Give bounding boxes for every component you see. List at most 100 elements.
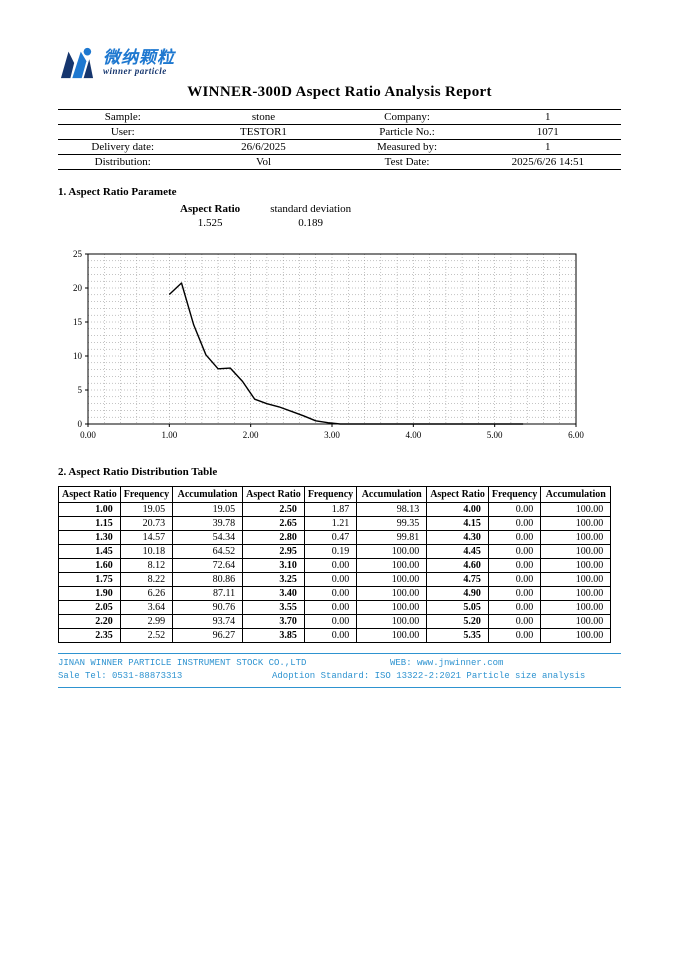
section1-heading: 1. Aspect Ratio Paramete — [58, 186, 177, 198]
svg-text:3.00: 3.00 — [324, 430, 340, 440]
info-label: User: — [58, 124, 188, 140]
table-cell: 4.90 — [426, 586, 489, 601]
svg-text:5.00: 5.00 — [487, 430, 503, 440]
table-cell: 0.00 — [487, 572, 542, 587]
table-cell: 100.00 — [540, 586, 612, 601]
table-row: 1.45 10.18 64.52 2.95 0.19 100.00 4.45 0.00 100.… — [58, 544, 612, 559]
table-cell: 3.25 — [242, 572, 305, 587]
table-cell: 100.00 — [540, 572, 612, 587]
table-cell: 98.13 — [356, 502, 428, 517]
table-cell: 0.00 — [487, 516, 542, 531]
table-cell: 72.64 — [172, 558, 244, 573]
chart-area: 0 5 10 15 20 25 0.00 1.00 2.00 3.00 4.00 5.00 6.00 — [58, 249, 621, 450]
table-cell: 100.00 — [540, 614, 612, 629]
info-label: Particle No.: — [339, 124, 475, 140]
table-row: 1.00 19.05 19.05 2.50 1.87 98.13 4.00 0.00 100.0… — [58, 502, 612, 517]
table-cell: 0.00 — [487, 558, 542, 573]
table-cell: 3.40 — [242, 586, 305, 601]
table-cell: 19.05 — [119, 502, 174, 517]
table-cell: 2.99 — [119, 614, 174, 629]
table-cell: 3.85 — [242, 628, 305, 643]
table-cell: 64.52 — [172, 544, 244, 559]
column-header: Accumulation — [540, 486, 612, 503]
table-row: 1.90 6.26 87.11 3.40 0.00 100.00 4.90 0.00 100.0… — [58, 586, 612, 601]
info-value: 1 — [474, 109, 621, 125]
footer-web: WEB: www.jnwinner.com — [390, 658, 504, 668]
table-cell: 2.80 — [242, 530, 305, 545]
column-header: Frequency — [487, 486, 542, 503]
info-value: TESTOR1 — [187, 124, 340, 140]
table-cell: 1.60 — [58, 558, 121, 573]
table-cell: 0.00 — [303, 614, 358, 629]
info-label: Measured by: — [339, 139, 475, 155]
column-header: Frequency — [303, 486, 358, 503]
table-cell: 100.00 — [540, 600, 612, 615]
info-table: Sample: stone Company: 1 User: TESTOR1 Particl… — [58, 109, 621, 170]
std-deviation-param: standard deviation 0.189 — [270, 203, 351, 229]
svg-text:20: 20 — [73, 283, 83, 293]
table-cell: 2.65 — [242, 516, 305, 531]
table-cell: 0.00 — [487, 586, 542, 601]
table-cell: 5.35 — [426, 628, 489, 643]
table-cell: 8.22 — [119, 572, 174, 587]
svg-text:15: 15 — [73, 317, 83, 327]
table-cell: 10.18 — [119, 544, 174, 559]
info-value: 26/6/2025 — [187, 139, 340, 155]
table-cell: 4.45 — [426, 544, 489, 559]
info-label: Delivery date: — [58, 139, 188, 155]
table-row: 1.60 8.12 72.64 3.10 0.00 100.00 4.60 0.00 100.0… — [58, 558, 612, 573]
table-cell: 1.75 — [58, 572, 121, 587]
table-cell: 4.60 — [426, 558, 489, 573]
aspect-ratio-value: 1.525 — [197, 217, 223, 229]
svg-text:1.00: 1.00 — [161, 430, 177, 440]
table-cell: 0.47 — [303, 530, 358, 545]
winner-particle-logo-icon — [60, 47, 94, 79]
info-row: Distribution: Vol Test Date: 2025/6/26 14:5… — [58, 154, 621, 170]
table-cell: 0.00 — [303, 586, 358, 601]
brand-name-cn: 微纳颗粒 — [103, 47, 175, 67]
svg-text:2.00: 2.00 — [243, 430, 259, 440]
section2-heading: 2. Aspect Ratio Distribution Table — [58, 466, 218, 478]
table-cell: 93.74 — [172, 614, 244, 629]
table-cell: 3.70 — [242, 614, 305, 629]
table-cell: 100.00 — [356, 586, 428, 601]
table-row: 1.75 8.22 80.86 3.25 0.00 100.00 4.75 0.00 100.0… — [58, 572, 612, 587]
table-cell: 100.00 — [540, 502, 612, 517]
column-header: Aspect Ratio — [426, 486, 489, 503]
table-cell: 0.00 — [303, 572, 358, 587]
footer-standard: Adoption Standard: ISO 13322-2:2021 Part… — [272, 671, 586, 681]
info-value: 1071 — [474, 124, 621, 140]
table-cell: 0.00 — [487, 600, 542, 615]
brand-name-en: winner particle — [103, 66, 167, 77]
table-cell: 100.00 — [540, 544, 612, 559]
dist-table: Aspect Ratio Frequency Accumulation Aspect … — [58, 486, 612, 643]
table-row: 2.05 3.64 90.76 3.55 0.00 100.00 5.05 0.00 100.0… — [58, 600, 612, 615]
table-cell: 1.30 — [58, 530, 121, 545]
svg-text:0: 0 — [78, 419, 83, 429]
table-cell: 100.00 — [356, 614, 428, 629]
info-row: Delivery date: 26/6/2025 Measured by: 1 — [58, 139, 621, 155]
table-cell: 1.45 — [58, 544, 121, 559]
table-cell: 0.00 — [487, 502, 542, 517]
table-row: 2.35 2.52 96.27 3.85 0.00 100.00 5.35 0.00 100.0… — [58, 628, 612, 643]
std-deviation-label: standard deviation — [270, 203, 352, 215]
info-value: stone — [187, 109, 340, 125]
table-cell: 0.00 — [487, 614, 542, 629]
table-cell: 100.00 — [356, 558, 428, 573]
table-cell: 100.00 — [356, 544, 428, 559]
column-header: Aspect Ratio — [242, 486, 305, 503]
info-label: Company: — [339, 109, 475, 125]
table-cell: 100.00 — [540, 530, 612, 545]
table-cell: 19.05 — [172, 502, 244, 517]
table-row: 1.15 20.73 39.78 2.65 1.21 99.35 4.15 0.00 100.0… — [58, 516, 612, 531]
table-cell: 100.00 — [540, 558, 612, 573]
table-cell: 0.00 — [303, 628, 358, 643]
table-cell: 0.19 — [303, 544, 358, 559]
table-cell: 3.55 — [242, 600, 305, 615]
table-cell: 100.00 — [356, 628, 428, 643]
info-value: Vol — [187, 154, 340, 170]
frequency-distribution-chart: 0 5 10 15 20 25 0.00 1.00 2.00 3.00 4.00 5.00 6.00 — [73, 249, 584, 440]
table-cell: 0.00 — [487, 628, 542, 643]
table-cell: 1.21 — [303, 516, 358, 531]
info-row: User: TESTOR1 Particle No.: 1071 — [58, 124, 621, 140]
